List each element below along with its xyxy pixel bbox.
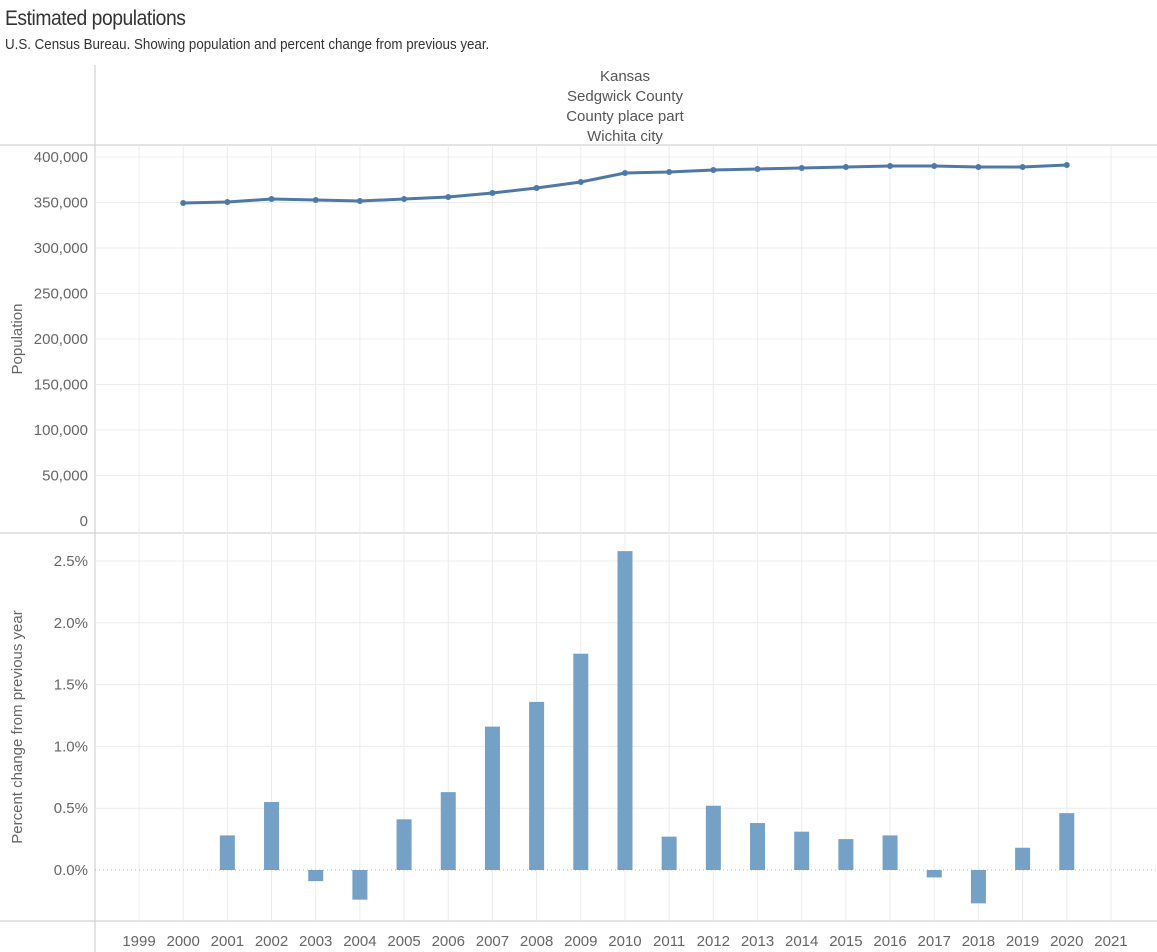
x-tick-label: 2006 — [432, 933, 465, 950]
percent-bar — [484, 726, 500, 870]
percent-bar — [264, 802, 280, 870]
y-tick-label: 350,000 — [34, 195, 88, 212]
population-point — [621, 170, 628, 177]
population-point — [224, 199, 231, 206]
header-label: Kansas — [600, 68, 650, 85]
percent-bar — [1015, 847, 1031, 870]
population-point — [489, 190, 496, 197]
population-point — [401, 196, 408, 203]
x-tick-label: 2018 — [962, 933, 995, 950]
chart-subtitle: U.S. Census Bureau. Showing population a… — [5, 37, 490, 53]
x-tick-label: 2010 — [608, 933, 641, 950]
percent-bar — [1059, 813, 1075, 870]
x-tick-label: 2013 — [741, 933, 774, 950]
x-tick-label: 2001 — [211, 933, 244, 950]
percent-bar — [396, 819, 412, 870]
header-label: County place part — [566, 108, 684, 125]
percent-bar — [705, 805, 721, 870]
x-tick-label: 1999 — [122, 933, 155, 950]
percent-bar — [794, 831, 810, 870]
header-label: Sedgwick County — [567, 88, 683, 105]
x-tick-label: 2011 — [653, 933, 685, 950]
population-point — [666, 169, 673, 176]
percent-bar — [970, 870, 986, 904]
population-point — [577, 179, 584, 186]
percent-bar — [440, 792, 456, 870]
percent-bar — [573, 653, 589, 870]
x-tick-label: 2019 — [1006, 933, 1039, 950]
y-tick-label: 300,000 — [34, 240, 88, 257]
y-tick-label: 0.5% — [54, 800, 88, 817]
population-point — [1019, 164, 1026, 171]
x-tick-label: 2009 — [564, 933, 597, 950]
percent-bar — [529, 701, 545, 870]
x-tick-label: 2017 — [918, 933, 951, 950]
percent-bar — [617, 551, 633, 870]
population-point — [887, 163, 894, 170]
population-point — [975, 164, 982, 171]
population-point — [533, 185, 540, 192]
y-axis-title: Percent change from previous year — [9, 610, 26, 843]
y-tick-label: 200,000 — [34, 331, 88, 348]
population-point — [268, 196, 275, 203]
header-label: Wichita city — [587, 128, 663, 145]
percent-bar — [219, 835, 235, 870]
x-tick-label: 2014 — [785, 933, 818, 950]
y-tick-label: 250,000 — [34, 286, 88, 303]
y-tick-label: 2.0% — [54, 615, 88, 632]
y-tick-label: 1.0% — [54, 738, 88, 755]
y-tick-label: 0 — [80, 513, 88, 530]
percent-bar — [308, 870, 324, 882]
population-point — [1063, 162, 1070, 169]
y-tick-label: 400,000 — [34, 149, 88, 166]
x-tick-label: 2008 — [520, 933, 553, 950]
y-axis-title: Population — [9, 304, 26, 375]
population-point — [180, 199, 187, 206]
population-point — [445, 194, 452, 201]
percent-bar — [838, 839, 854, 870]
y-tick-label: 2.5% — [54, 553, 88, 570]
population-point — [710, 167, 717, 174]
y-tick-label: 1.5% — [54, 677, 88, 694]
x-tick-label: 2007 — [476, 933, 509, 950]
percent-bar — [926, 870, 942, 878]
y-tick-label: 100,000 — [34, 422, 88, 439]
y-tick-label: 50,000 — [42, 468, 88, 485]
population-point — [798, 165, 805, 172]
population-point — [356, 198, 363, 205]
population-point — [754, 166, 761, 173]
population-point — [931, 163, 938, 170]
x-tick-label: 2000 — [166, 933, 199, 950]
x-tick-label: 2016 — [873, 933, 906, 950]
percent-bar — [661, 836, 677, 870]
population-point — [842, 164, 849, 171]
percent-bar — [750, 823, 766, 870]
y-tick-label: 0.0% — [54, 862, 88, 879]
x-tick-label: 2012 — [697, 933, 730, 950]
population-point — [312, 197, 319, 204]
percent-bar — [352, 870, 368, 900]
x-tick-label: 2004 — [343, 933, 376, 950]
x-tick-label: 2002 — [255, 933, 288, 950]
x-tick-label: 2020 — [1050, 933, 1083, 950]
percent-bar — [882, 835, 898, 870]
x-tick-label: 2015 — [829, 933, 862, 950]
x-tick-label: 2005 — [387, 933, 420, 950]
y-tick-label: 150,000 — [34, 377, 88, 394]
x-tick-label: 2003 — [299, 933, 332, 950]
chart-title: Estimated populations — [5, 7, 186, 30]
x-tick-label: 2021 — [1094, 933, 1127, 950]
